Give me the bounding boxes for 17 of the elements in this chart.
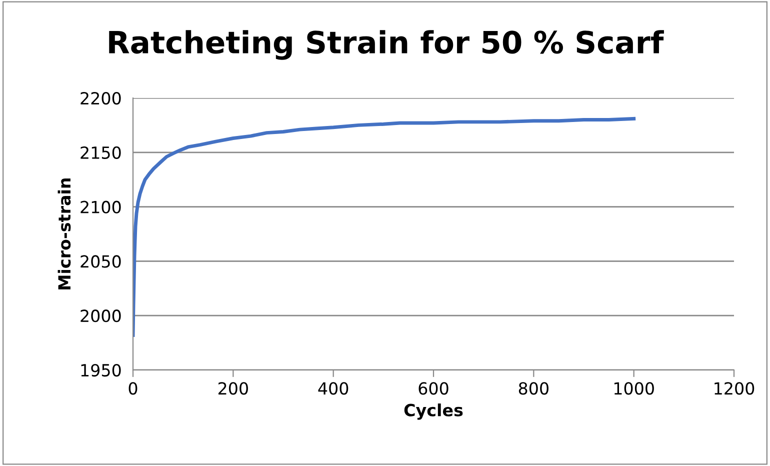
y-axis-title: Micro-strain bbox=[58, 178, 71, 290]
x-axis-title: Cycles bbox=[404, 403, 463, 420]
x-tick-label: 0 bbox=[128, 382, 138, 395]
y-tick-label: 2150 bbox=[80, 146, 121, 159]
y-tick-label: 2100 bbox=[80, 200, 121, 214]
chart-title: Ratcheting Strain for 50 % Scarf bbox=[109, 30, 664, 60]
y-tick-label: 2200 bbox=[80, 92, 121, 105]
x-tick-label: 800 bbox=[518, 382, 548, 395]
y-tick-label: 2050 bbox=[80, 255, 121, 268]
y-tick-label: 2000 bbox=[80, 310, 121, 322]
x-tick-label: 1000 bbox=[614, 382, 654, 395]
line-series bbox=[133, 116, 636, 337]
x-tick-label: 200 bbox=[218, 382, 248, 395]
x-tick-label: 400 bbox=[318, 382, 348, 395]
y-tick-label: 1950 bbox=[81, 364, 121, 377]
x-tick-label: 1200 bbox=[714, 382, 754, 395]
x-tick-label: 600 bbox=[418, 382, 448, 395]
